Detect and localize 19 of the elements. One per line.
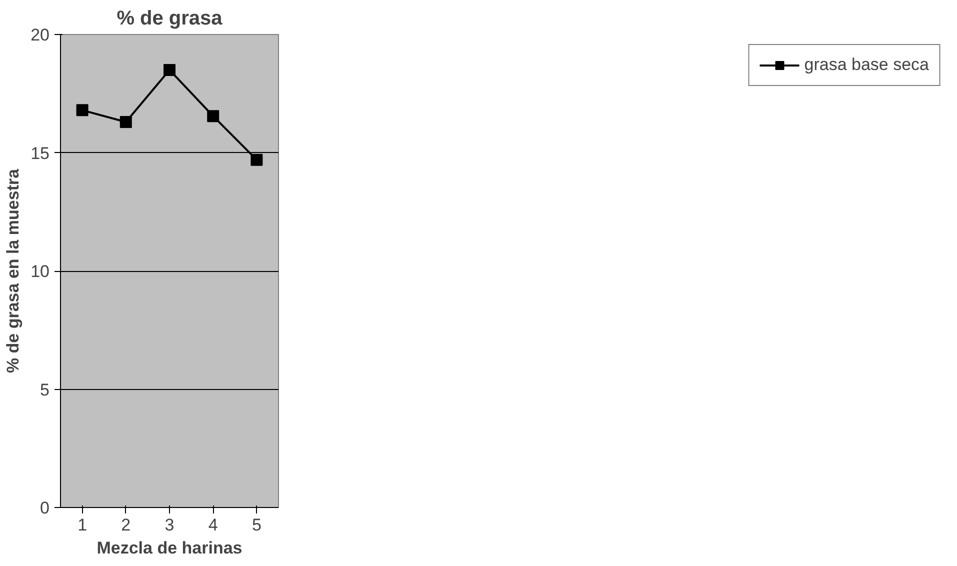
x-tick-label: 3 [164, 516, 174, 534]
y-axis-title: % de grasa en la muestra [4, 168, 23, 374]
point [120, 116, 132, 128]
point [164, 64, 176, 76]
y-tick-label: 15 [30, 144, 50, 163]
chart-title: % de grasa [116, 8, 224, 30]
point [250, 154, 263, 166]
x-tick-label: 1 [78, 516, 88, 534]
point [76, 104, 88, 116]
x-tick-label: 4 [208, 516, 218, 534]
x-tick-label: 2 [121, 516, 131, 534]
y-tick-label: 0 [40, 498, 50, 518]
y-tick-label: 20 [30, 26, 50, 44]
x-axis-title: Mezcla de harinas [96, 538, 242, 558]
y-tick-label: 5 [40, 380, 50, 400]
y-tick-label: 10 [30, 262, 50, 281]
legend-label: grasa base seca [804, 55, 929, 75]
point [207, 110, 220, 122]
x-tick-label: 5 [252, 516, 262, 534]
